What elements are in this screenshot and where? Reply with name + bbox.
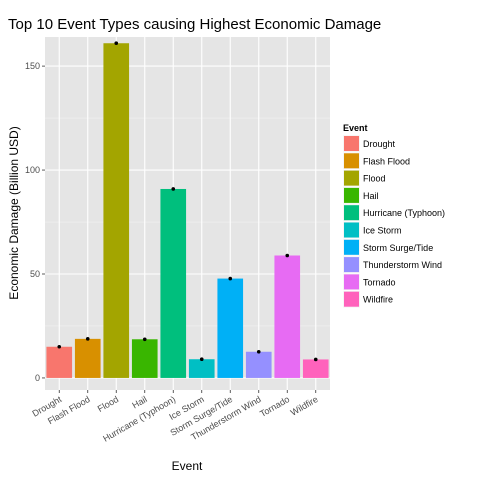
bar-ice-storm <box>188 359 215 378</box>
legend-swatch <box>344 257 359 273</box>
legend-swatch <box>344 222 359 238</box>
y-tick-label: 100 <box>25 165 40 175</box>
legend-swatch <box>344 205 359 221</box>
legend-swatch <box>344 274 359 290</box>
bar-top-marker <box>228 276 233 281</box>
legend-label: Tornado <box>363 277 396 287</box>
legend-swatch <box>344 170 359 186</box>
bar-top-marker <box>171 187 176 191</box>
bar-flash-flood <box>74 338 101 378</box>
bar-top-marker <box>142 337 147 342</box>
y-tick-label: 0 <box>35 373 40 383</box>
y-tick-label: 50 <box>30 269 40 279</box>
x-tick-label: Hail <box>130 394 148 410</box>
bar-wildfire <box>302 359 329 378</box>
bar-tornado <box>274 255 301 378</box>
y-axis-ticks: 0 50 100 150 <box>25 61 45 383</box>
legend-swatch <box>344 187 359 203</box>
legend-label: Drought <box>363 139 396 149</box>
bar-flood <box>103 43 130 378</box>
bar-top-marker <box>285 253 290 258</box>
legend-swatch <box>344 136 359 151</box>
legend-label: Hurricane (Typhoon) <box>363 208 445 218</box>
legend-label: Flood <box>363 174 386 184</box>
bar-hail <box>131 339 158 378</box>
bar-top-marker <box>199 357 204 362</box>
bar-top-marker <box>114 41 119 46</box>
y-axis-title: Economic Damage (Billion USD) <box>7 126 21 299</box>
bar-storm-surge-tide <box>217 278 244 378</box>
legend-label: Storm Surge/Tide <box>363 243 433 253</box>
legend-label: Wildfire <box>363 295 393 305</box>
bar-thunderstorm-wind <box>245 351 272 378</box>
bar-hurricane-typhoon <box>160 188 187 378</box>
bar-top-marker <box>313 357 318 362</box>
legend-items: Drought Flash Flood Flood Hail Hurricane (Ty… <box>342 134 445 308</box>
legend-label: Thunderstorm Wind <box>363 260 442 270</box>
legend-swatch <box>344 153 359 169</box>
legend-label: Ice Storm <box>363 226 402 236</box>
legend-swatch <box>344 239 359 255</box>
legend-label: Hail <box>363 191 379 201</box>
x-tick-label: Wildfire <box>289 394 320 418</box>
legend: Event Drought Flash Flood Flood Hail Hurrica… <box>342 123 445 308</box>
y-tick-label: 150 <box>25 61 40 71</box>
legend-label: Flash Flood <box>363 156 410 166</box>
legend-title: Event <box>343 123 368 133</box>
x-tick-label: Tornado <box>258 394 291 419</box>
x-tick-label: Flood <box>96 394 120 414</box>
bars <box>46 43 329 378</box>
bar-drought <box>46 346 73 378</box>
bar-top-markers <box>57 41 318 362</box>
legend-swatch <box>344 291 359 307</box>
bar-top-marker <box>256 349 261 354</box>
bar-top-marker <box>57 344 62 349</box>
chart-title: Top 10 Event Types causing Highest Econo… <box>8 16 381 33</box>
bar-top-marker <box>85 337 90 341</box>
x-axis-title: Event <box>172 459 203 473</box>
